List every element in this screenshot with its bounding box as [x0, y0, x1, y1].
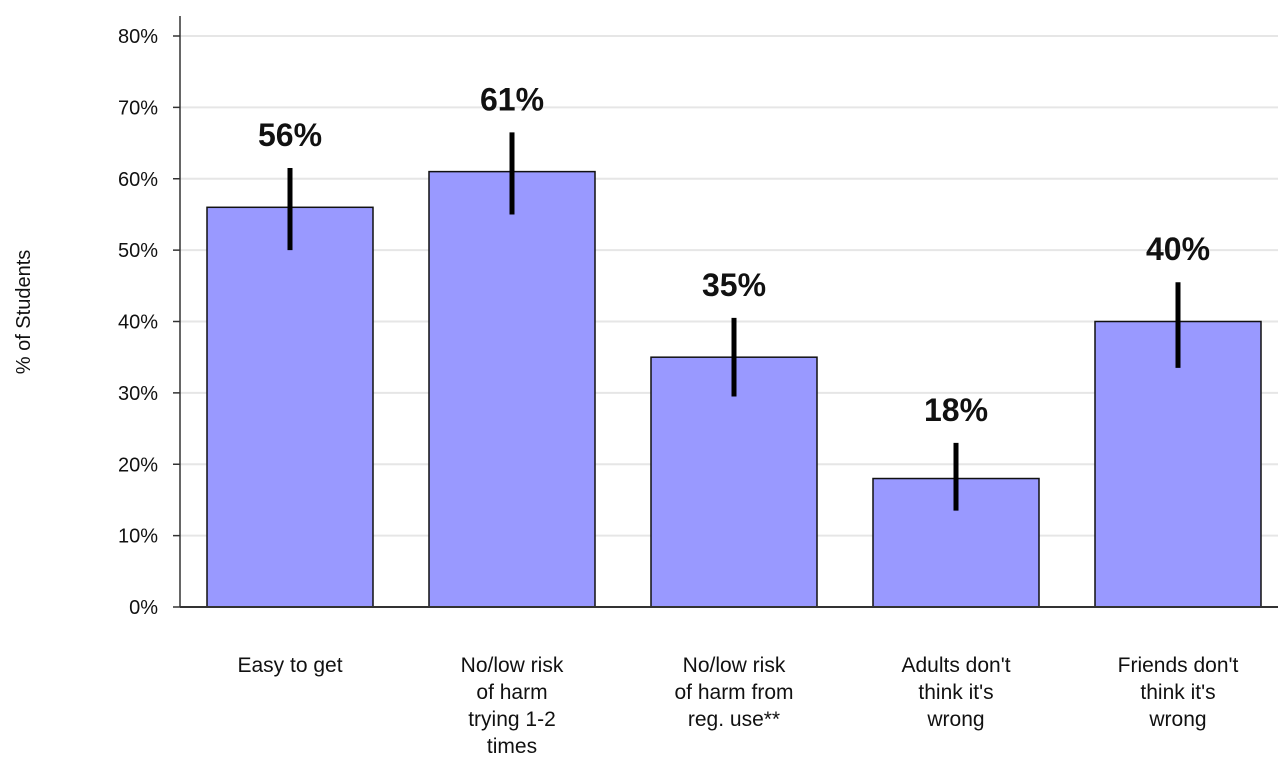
x-category-label-line: No/low risk — [461, 654, 564, 677]
label-layer: 0% 10% 20% 30% 40% 50% 60% 70% 80% 56% Easy to get… — [118, 26, 1239, 758]
data-label: 35% — [702, 267, 766, 303]
x-category-label: No/low risk of harm from reg. use** — [674, 654, 793, 731]
data-label: 18% — [924, 392, 988, 428]
x-category-label-line: Easy to get — [237, 654, 342, 677]
x-category-label-line: Friends don't — [1118, 654, 1239, 677]
y-tick-label: 50% — [118, 240, 158, 262]
x-category-label-line: think it's — [918, 681, 993, 704]
x-category-label-line: No/low risk — [683, 654, 786, 677]
y-tick-label: 0% — [129, 597, 158, 619]
x-category-label-line: think it's — [1140, 681, 1215, 704]
y-tick-label: 60% — [118, 169, 158, 191]
x-category-label-line: times — [487, 735, 537, 758]
y-tick-label: 40% — [118, 312, 158, 334]
y-tick-label: 20% — [118, 454, 158, 476]
y-tick-label: 80% — [118, 26, 158, 48]
x-category-label: Easy to get — [237, 654, 342, 677]
x-category-label-line: of harm from — [674, 681, 793, 704]
data-label: 40% — [1146, 231, 1210, 267]
y-tick-label: 10% — [118, 526, 158, 548]
axis-layer — [173, 16, 1278, 608]
data-label: 61% — [480, 81, 544, 117]
x-category-label: Adults don't think it's wrong — [901, 654, 1010, 731]
x-category-label: Friends don't think it's wrong — [1118, 654, 1239, 731]
bar — [206, 206, 374, 608]
x-category-label-line: of harm — [476, 681, 547, 704]
x-category-label-line: reg. use** — [688, 708, 780, 731]
x-category-label-line: wrong — [1148, 708, 1206, 731]
x-category-label-line: wrong — [926, 708, 984, 731]
y-tick-label: 70% — [118, 97, 158, 119]
y-axis-title: % of Students — [13, 250, 35, 375]
x-category-label-line: Adults don't — [901, 654, 1010, 677]
x-category-label-line: trying 1-2 — [468, 708, 556, 731]
x-category-label: No/low risk of harm trying 1-2 times — [461, 654, 564, 758]
bar-layer — [206, 132, 1262, 608]
data-label: 56% — [258, 117, 322, 153]
y-tick-label: 30% — [118, 383, 158, 405]
bar — [428, 170, 596, 608]
